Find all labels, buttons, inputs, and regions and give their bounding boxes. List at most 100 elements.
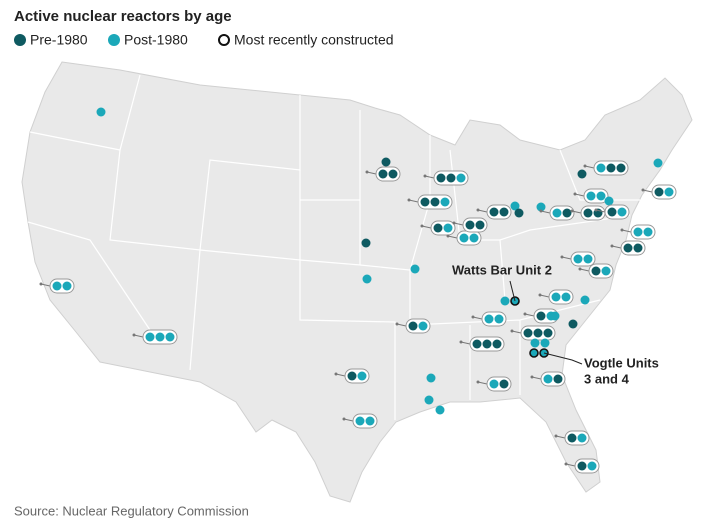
reactor-dot (456, 173, 466, 183)
annotation: Vogtle Units (584, 355, 659, 370)
reactor-dot (378, 169, 388, 179)
reactor-dot (533, 328, 543, 338)
leader (472, 316, 483, 320)
annotation: 3 and 4 (584, 371, 630, 386)
leader (511, 330, 522, 334)
reactor-dot (561, 292, 571, 302)
reactor-dot (604, 196, 614, 206)
reactor-dot (523, 328, 533, 338)
leader (343, 418, 354, 422)
leader (424, 175, 435, 179)
reactor-dot (410, 264, 420, 274)
reactor-dot (365, 416, 375, 426)
legend-swatch (218, 34, 230, 46)
leader (460, 341, 471, 345)
reactor-dot (633, 243, 643, 253)
reactor-dot (596, 191, 606, 201)
reactor-dot (543, 374, 553, 384)
site-point (132, 333, 136, 337)
site-point (570, 209, 574, 213)
reactor-dot (583, 208, 593, 218)
reactor-dot (617, 207, 627, 217)
annotation-leader (509, 280, 516, 302)
reactor-dot (435, 405, 445, 415)
reactor-dot (580, 295, 590, 305)
leader (595, 209, 606, 213)
leader (574, 193, 585, 197)
site-point (452, 221, 456, 225)
site-point (365, 170, 369, 174)
reactor-dot (591, 266, 601, 276)
leader (555, 435, 566, 439)
reactor-dot (145, 332, 155, 342)
reactor-dot (536, 311, 546, 321)
site-point (523, 312, 527, 316)
legend-label: Pre-1980 (30, 32, 88, 48)
leader (621, 229, 632, 233)
site-point (583, 164, 587, 168)
reactor-dot (355, 416, 365, 426)
reactor-dot (567, 433, 577, 443)
leader (453, 222, 464, 226)
leader (531, 376, 542, 380)
reactor-dot (633, 227, 643, 237)
site-point (564, 462, 568, 466)
reactor-dot (459, 233, 469, 243)
site-point (510, 329, 514, 333)
site-point (578, 267, 582, 271)
site-point (610, 244, 614, 248)
reactor-dot (408, 321, 418, 331)
reactor-dot (529, 348, 539, 358)
reactor-dot (616, 163, 626, 173)
site-point (476, 208, 480, 212)
reactor-dot (654, 187, 664, 197)
reactor-dot (577, 169, 587, 179)
reactor-dot (426, 373, 436, 383)
reactor-dot (499, 207, 509, 217)
reactor-dot (465, 220, 475, 230)
reactor-dot (433, 223, 443, 233)
site-point (39, 282, 43, 286)
source: Source: Nuclear Regulatory Commission (14, 503, 249, 518)
reactor-dot (475, 220, 485, 230)
reactor-dot (62, 281, 72, 291)
leader (584, 165, 595, 169)
reactor-dot (482, 339, 492, 349)
reactor-dot (469, 233, 479, 243)
site-point (446, 234, 450, 238)
reactor-dot (492, 339, 502, 349)
reactor-dot (381, 157, 391, 167)
reactor-dot (643, 227, 653, 237)
reactor-dot (586, 191, 596, 201)
reactor-dot (587, 461, 597, 471)
reactor-dot (499, 379, 509, 389)
reactor-dot (155, 332, 165, 342)
site-point (420, 224, 424, 228)
site-point (560, 255, 564, 259)
site-point (407, 198, 411, 202)
legend-label: Post-1980 (124, 32, 188, 48)
reactor-dot (489, 207, 499, 217)
reactor-dot (536, 202, 546, 212)
leader (335, 373, 346, 377)
site-point (471, 315, 475, 319)
site-point (539, 209, 543, 213)
reactor-dot (446, 173, 456, 183)
leader (477, 381, 488, 385)
reactor-dot (553, 374, 563, 384)
reactor-dot (596, 163, 606, 173)
reactor-dot (664, 187, 674, 197)
legend-swatch (108, 34, 120, 46)
reactor-dot (494, 314, 504, 324)
site-point (423, 174, 427, 178)
reactor-dot (420, 197, 430, 207)
reactor-dot (440, 197, 450, 207)
leader (565, 463, 576, 467)
leader (571, 210, 582, 214)
reactor-dots (39, 107, 677, 474)
reactor-dot (543, 328, 553, 338)
leader (561, 256, 572, 260)
reactor-dot (540, 338, 550, 348)
reactor-dot (653, 158, 663, 168)
